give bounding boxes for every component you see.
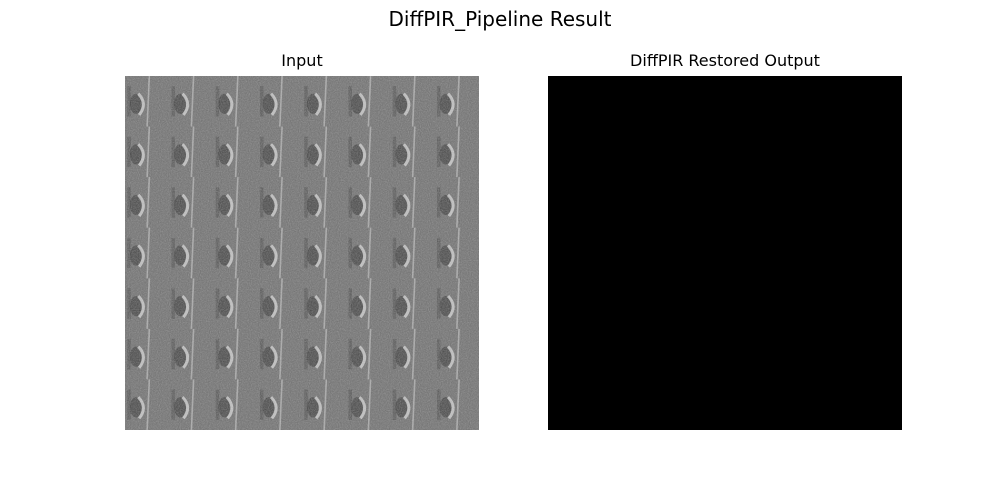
- input-image: [125, 76, 479, 430]
- input-panel: Input: [125, 50, 479, 430]
- figure-title: DiffPIR_Pipeline Result: [388, 7, 612, 31]
- output-image: [548, 76, 902, 430]
- input-panel-title: Input: [281, 51, 323, 70]
- output-panel-title: DiffPIR Restored Output: [630, 51, 820, 70]
- input-texture: [125, 76, 479, 430]
- output-panel: DiffPIR Restored Output: [548, 50, 902, 430]
